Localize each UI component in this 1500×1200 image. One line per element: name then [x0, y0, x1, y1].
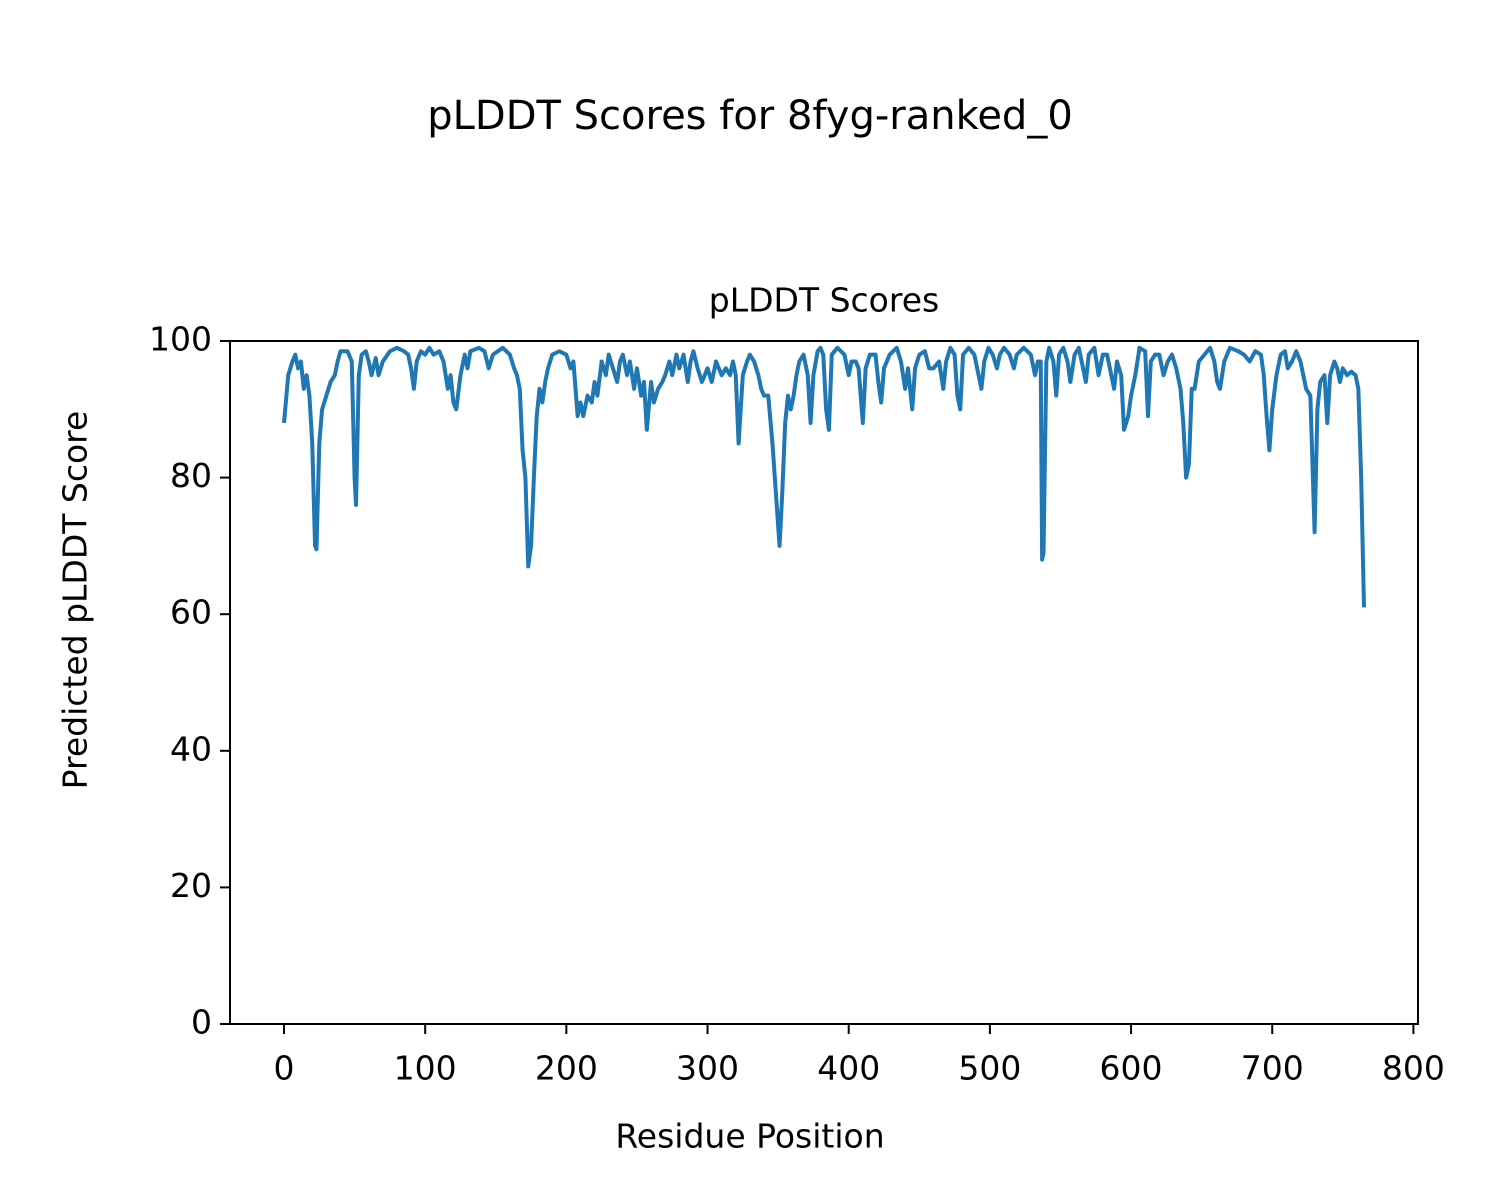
x-tick-label: 400	[817, 1049, 880, 1088]
x-tick-label: 0	[274, 1049, 295, 1088]
y-tick-label: 40	[170, 729, 212, 768]
axes-title: pLDDT Scores	[709, 281, 939, 320]
x-axis-label: Residue Position	[615, 1117, 884, 1156]
y-tick-label: 0	[191, 1003, 212, 1042]
line-series	[282, 345, 1366, 608]
x-tick-label: 100	[394, 1049, 457, 1088]
y-tick-label: 100	[149, 320, 212, 359]
y-tick-label: 80	[170, 456, 212, 495]
x-tick-label: 600	[1100, 1049, 1163, 1088]
axes-frame	[229, 340, 1419, 1025]
x-tick-label: 300	[676, 1049, 739, 1088]
y-axis-label: Predicted pLDDT Score	[56, 411, 95, 790]
y-tick-label: 60	[170, 593, 212, 632]
x-tick-label: 700	[1241, 1049, 1304, 1088]
x-tick-label: 500	[958, 1049, 1021, 1088]
x-tick-label: 200	[535, 1049, 598, 1088]
y-tick-label: 20	[170, 866, 212, 905]
x-tick-label: 800	[1382, 1049, 1445, 1088]
figure-title: pLDDT Scores for 8fyg-ranked_0	[427, 93, 1073, 139]
